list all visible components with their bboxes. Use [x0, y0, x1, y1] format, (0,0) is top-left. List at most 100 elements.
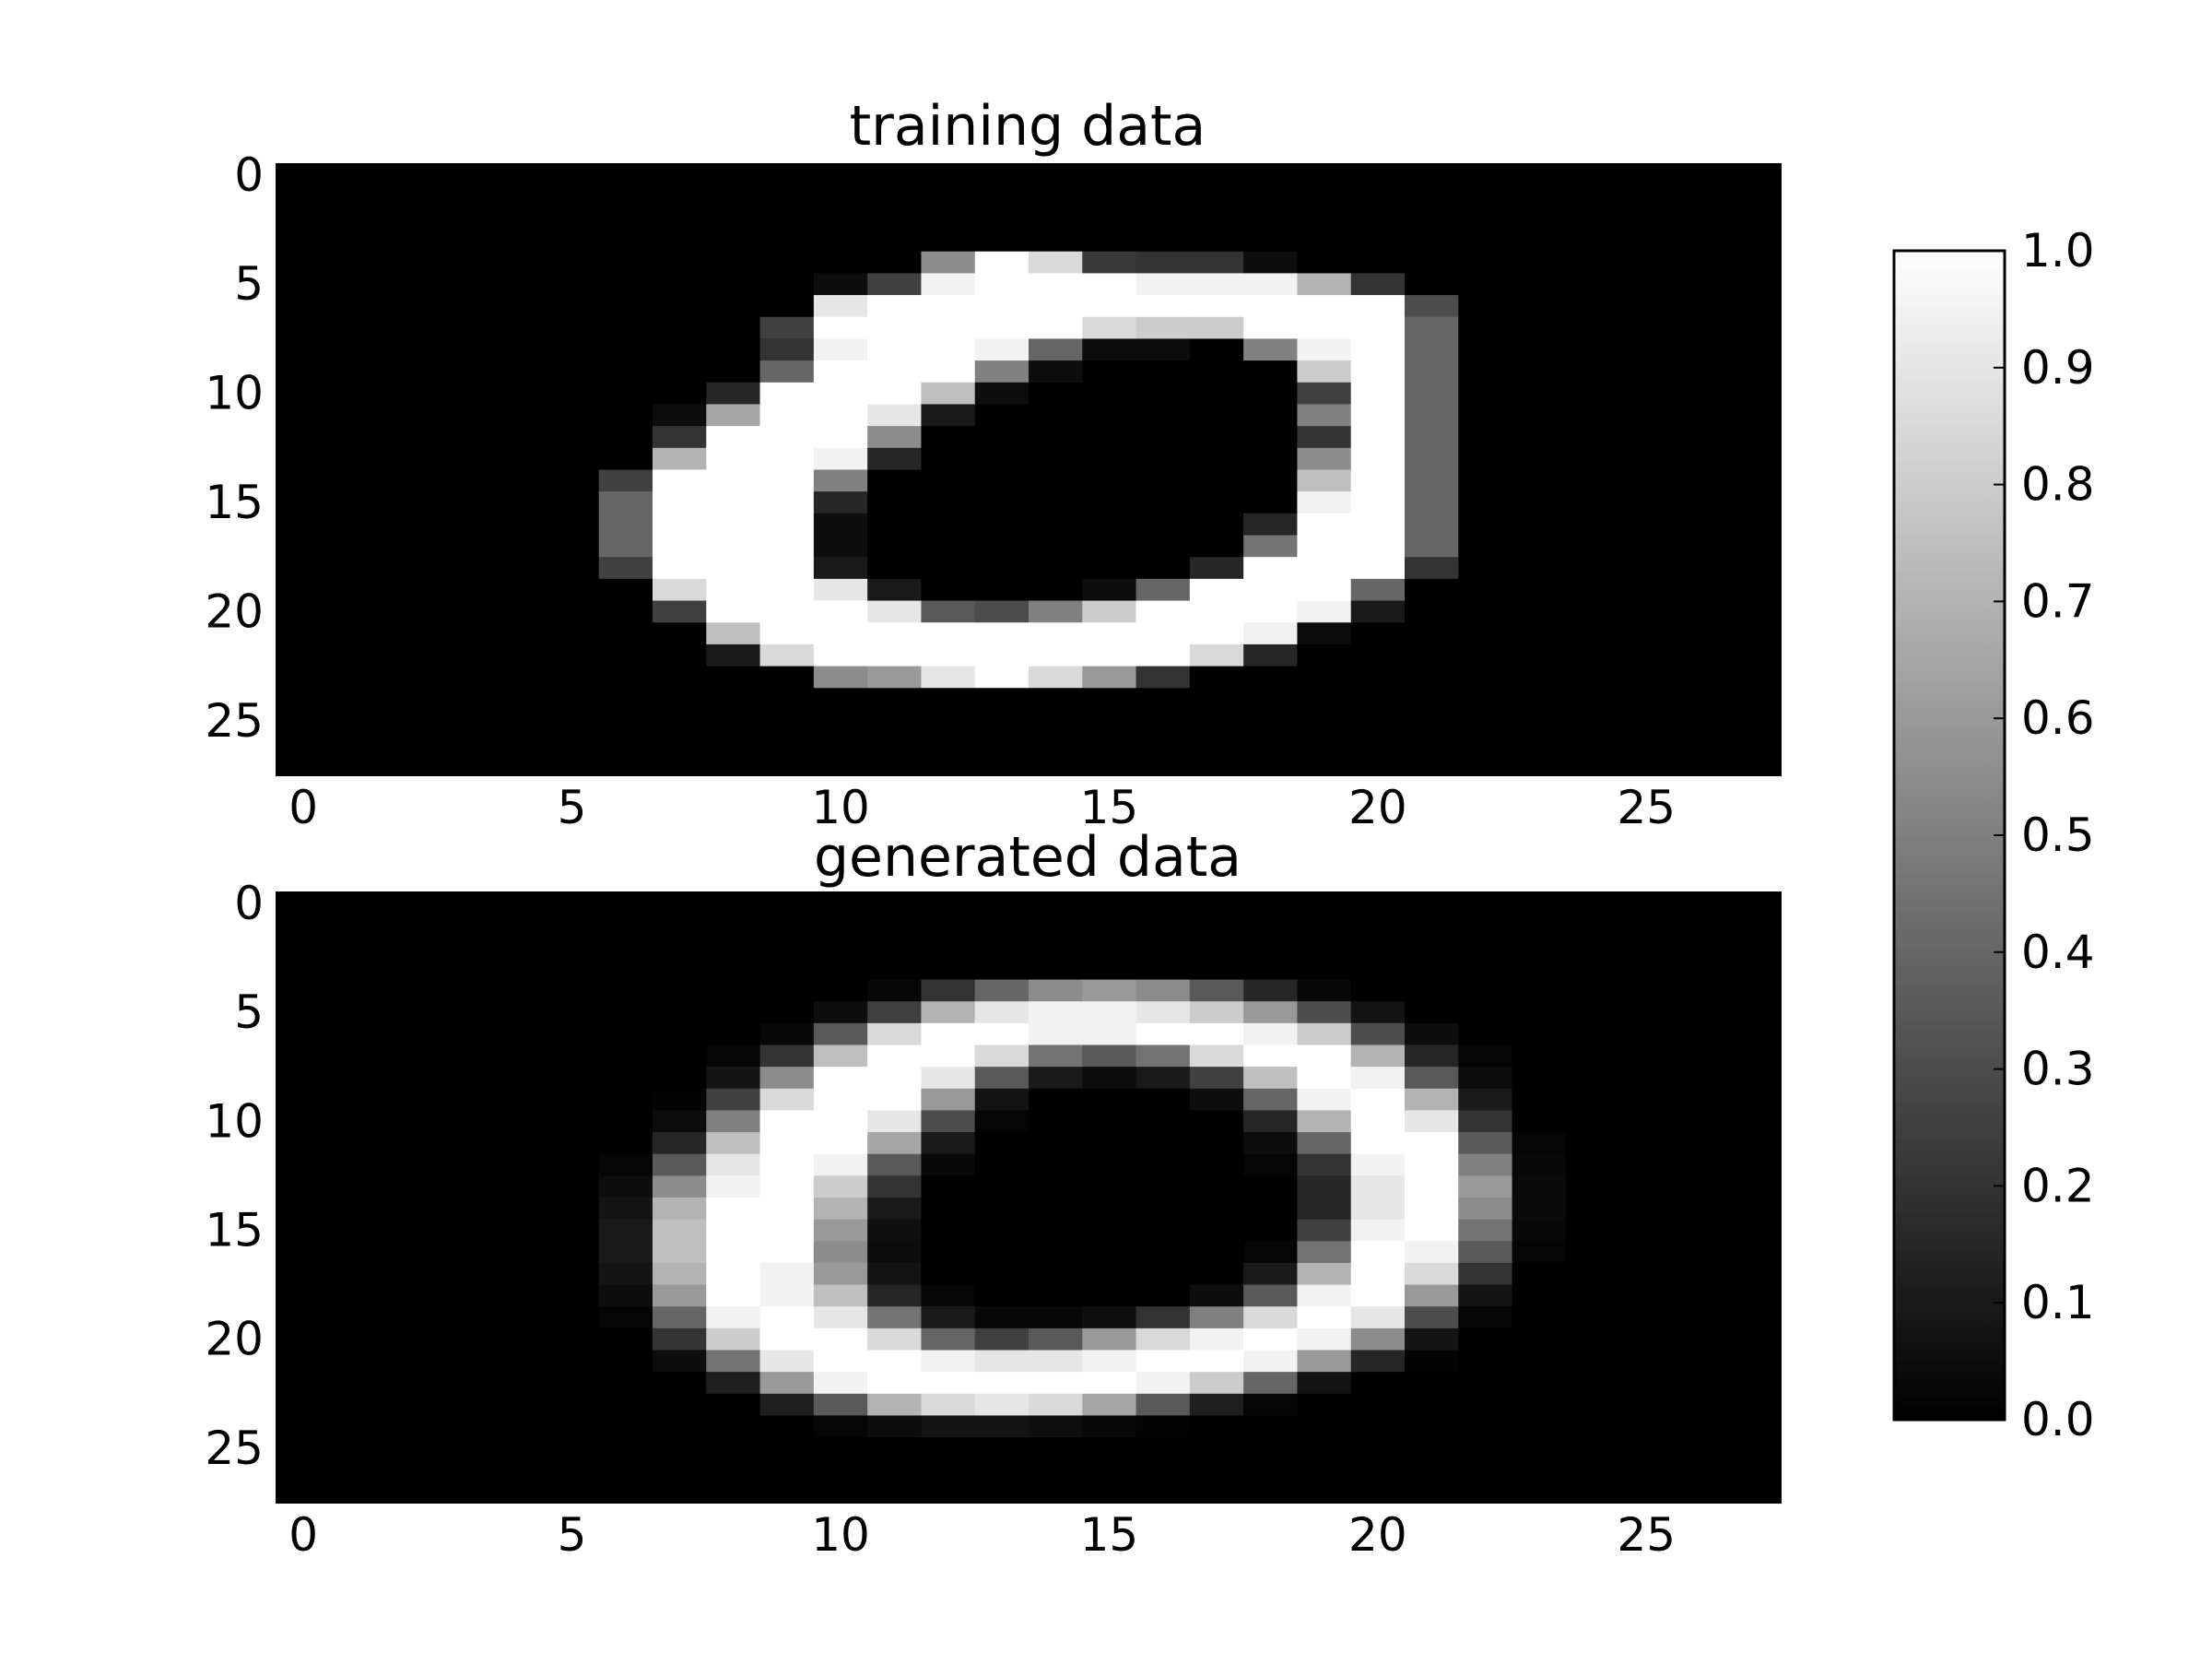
heatmap-cell: [1565, 251, 1620, 274]
heatmap-cell: [759, 185, 815, 208]
heatmap-cell: [1243, 469, 1299, 492]
heatmap-cell: [491, 957, 547, 981]
heatmap-cell: [1350, 251, 1406, 274]
heatmap-cell: [1350, 600, 1406, 623]
heatmap-cell: [921, 578, 976, 602]
heatmap-cell: [813, 513, 868, 537]
heatmap-cell: [1350, 426, 1406, 449]
heatmap-cell: [759, 164, 815, 187]
heatmap-cell: [1726, 688, 1782, 711]
heatmap-cell: [813, 557, 868, 580]
heatmap-cell: [1082, 1175, 1137, 1198]
heatmap-cell: [1029, 1481, 1083, 1504]
heatmap-cell: [383, 557, 439, 580]
heatmap-cell: [1297, 643, 1352, 667]
heatmap-cell: [1189, 1110, 1244, 1133]
heatmap-cell: [437, 1241, 492, 1264]
heatmap-cell: [1405, 557, 1459, 580]
heatmap-cell: [1458, 957, 1513, 981]
heatmap-cell: [491, 709, 547, 733]
heatmap-cell: [1405, 957, 1459, 981]
heatmap-cell: [759, 1415, 815, 1438]
heatmap-cell: [1458, 1044, 1513, 1068]
heatmap-cell: [1673, 251, 1728, 274]
heatmap-cell: [706, 1110, 761, 1133]
heatmap-cell: [1350, 1350, 1406, 1373]
heatmap-cell: [1350, 535, 1406, 558]
heatmap-cell: [921, 1458, 976, 1481]
heatmap-cell: [1189, 230, 1244, 253]
heatmap-cell: [1082, 892, 1137, 915]
heatmap-cell: [598, 513, 653, 537]
heatmap-cell: [653, 1328, 707, 1351]
heatmap-cell: [598, 622, 653, 645]
heatmap-cell: [1029, 1458, 1083, 1481]
heatmap-cell: [1135, 688, 1191, 711]
heatmap-cell: [437, 643, 492, 667]
heatmap-cell: [1619, 1132, 1675, 1155]
heatmap-cell: [1512, 666, 1567, 689]
heatmap-cell: [1673, 316, 1728, 340]
heatmap-cell: [1135, 643, 1191, 667]
heatmap-cell: [759, 557, 815, 580]
heatmap-cell: [1189, 338, 1244, 361]
heatmap-cell: [276, 979, 331, 1002]
heatmap-cell: [1673, 892, 1728, 915]
heatmap-cell: [383, 185, 439, 208]
heatmap-cell: [1512, 1153, 1567, 1176]
training-data-axes-frame: [276, 163, 1782, 776]
heatmap-cell: [1350, 1001, 1406, 1024]
heatmap-cell: [1405, 1198, 1459, 1221]
heatmap-cell: [491, 1198, 547, 1221]
heatmap-cell: [974, 1110, 1030, 1133]
heatmap-cell: [545, 914, 600, 937]
heatmap-cell: [598, 753, 653, 776]
heatmap-cell: [813, 1372, 868, 1395]
heatmap-cell: [1029, 557, 1083, 580]
heatmap-cell: [330, 688, 385, 711]
heatmap-cell: [1135, 513, 1191, 537]
heatmap-cell: [1029, 469, 1083, 492]
heatmap-cell: [706, 207, 761, 230]
heatmap-cell: [383, 1306, 439, 1329]
heatmap-cell: [1673, 666, 1728, 689]
heatmap-cell: [867, 207, 923, 230]
heatmap-cell: [1189, 1306, 1244, 1329]
heatmap-cell: [545, 338, 600, 361]
heatmap-cell: [706, 1132, 761, 1155]
heatmap-cell: [867, 666, 923, 689]
heatmap-cell: [491, 426, 547, 449]
heatmap-cell: [1458, 1219, 1513, 1242]
heatmap-cell: [1243, 1328, 1299, 1351]
heatmap-cell: [276, 578, 331, 602]
colorbar-tick-label: 0.0: [2021, 1393, 2095, 1446]
heatmap-cell: [330, 622, 385, 645]
heatmap-cell: [1405, 382, 1459, 406]
heatmap-cell: [706, 185, 761, 208]
heatmap-cell: [1297, 1067, 1352, 1090]
heatmap-cell: [1297, 535, 1352, 558]
heatmap-cell: [1726, 491, 1782, 514]
heatmap-cell: [545, 207, 600, 230]
heatmap-cell: [491, 338, 547, 361]
heatmap-cell: [383, 1241, 439, 1264]
heatmap-cell: [1673, 469, 1728, 492]
heatmap-cell: [759, 1306, 815, 1329]
heatmap-cell: [598, 338, 653, 361]
heatmap-cell: [1458, 1262, 1513, 1286]
heatmap-cell: [813, 688, 868, 711]
heatmap-cell: [921, 892, 976, 915]
heatmap-cell: [1082, 185, 1137, 208]
heatmap-cell: [1243, 1153, 1299, 1176]
heatmap-cell: [1189, 1393, 1244, 1417]
heatmap-cell: [1405, 1393, 1459, 1417]
heatmap-cell: [1082, 578, 1137, 602]
heatmap-cell: [1297, 936, 1352, 959]
heatmap-cell: [437, 535, 492, 558]
heatmap-cell: [706, 1306, 761, 1329]
heatmap-cell: [1565, 1328, 1620, 1351]
y-tick-label: 5: [234, 985, 264, 1039]
heatmap-cell: [1565, 1198, 1620, 1221]
heatmap-cell: [759, 1241, 815, 1264]
heatmap-cell: [974, 709, 1030, 733]
